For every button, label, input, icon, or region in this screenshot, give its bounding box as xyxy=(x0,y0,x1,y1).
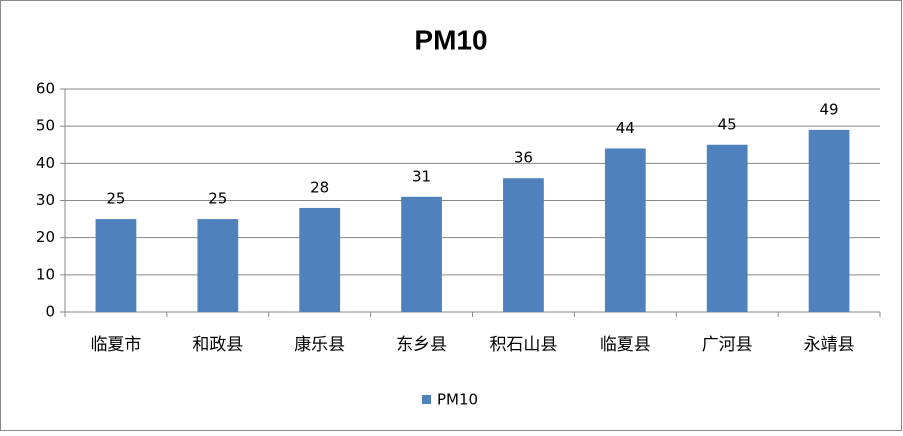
legend-label: PM10 xyxy=(437,391,478,409)
data-label: 45 xyxy=(718,115,737,133)
y-tick-label: 10 xyxy=(36,265,55,283)
bar xyxy=(706,144,748,312)
bar xyxy=(808,129,850,312)
x-tick-label: 临夏县 xyxy=(600,335,651,355)
bar xyxy=(503,178,544,312)
y-tick-label: 0 xyxy=(45,303,55,321)
legend-swatch xyxy=(422,395,431,404)
y-tick-label: 20 xyxy=(36,228,55,246)
bar xyxy=(197,219,239,312)
data-label: 25 xyxy=(208,190,227,208)
data-label: 25 xyxy=(106,190,125,208)
x-tick-label: 康乐县 xyxy=(294,335,345,355)
bar xyxy=(299,207,341,312)
y-tick-label: 30 xyxy=(36,191,55,209)
y-tick-label: 40 xyxy=(36,154,55,172)
x-tick-label: 临夏市 xyxy=(90,335,141,355)
data-label: 44 xyxy=(616,119,635,137)
x-tick-label: 广河县 xyxy=(702,335,753,355)
x-tick-label: 永靖县 xyxy=(804,335,855,355)
x-tick-label: 积石山县 xyxy=(489,335,557,355)
data-label: 31 xyxy=(412,167,431,185)
data-label: 28 xyxy=(310,178,329,196)
x-tick-label: 和政县 xyxy=(192,335,243,355)
bar xyxy=(604,148,646,312)
data-label: 49 xyxy=(820,100,839,118)
data-label: 36 xyxy=(514,149,533,167)
y-tick-label: 60 xyxy=(36,80,55,98)
bar xyxy=(95,219,137,312)
y-tick-label: 50 xyxy=(36,117,55,135)
bar xyxy=(401,196,442,312)
chart-title: PM10 xyxy=(414,24,487,55)
x-tick-label: 东乡县 xyxy=(396,335,447,355)
